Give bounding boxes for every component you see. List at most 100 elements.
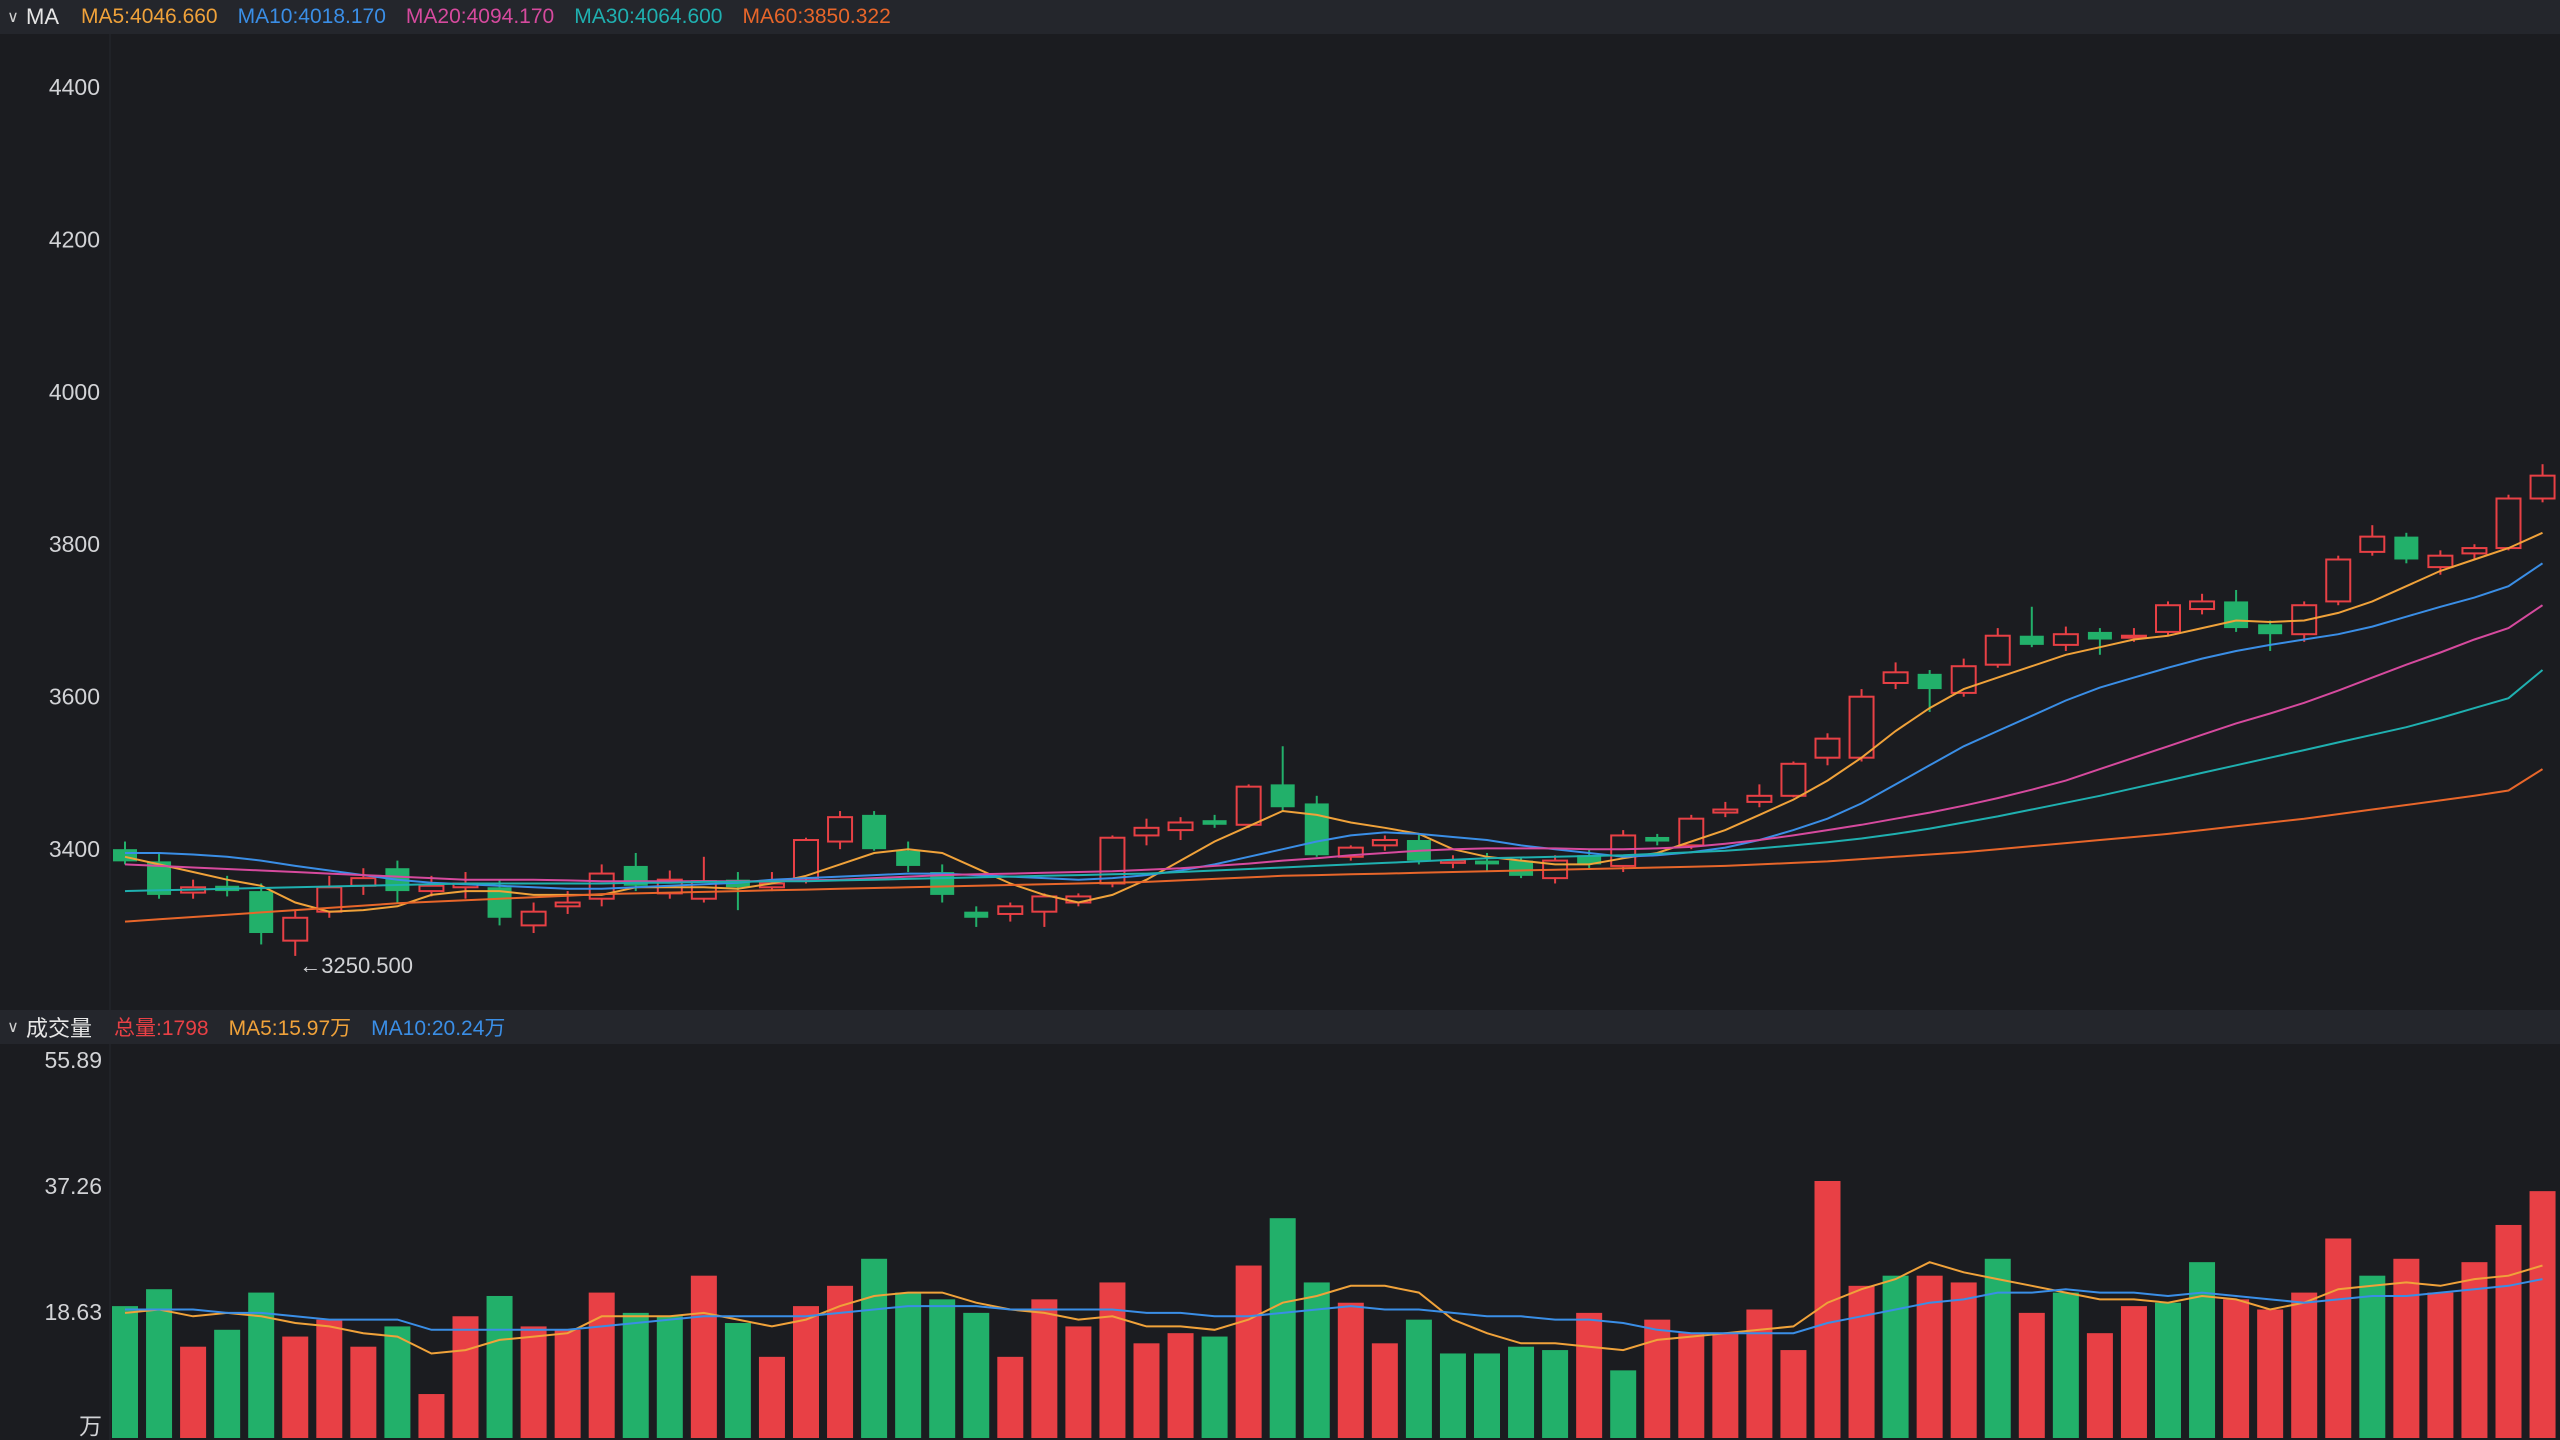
volume-y-tick: 55.89	[44, 1047, 102, 1073]
candle-body	[1780, 762, 1807, 797]
volume-bar	[690, 1275, 717, 1438]
volume-bar	[1644, 1319, 1671, 1438]
volume-bar	[1099, 1282, 1126, 1438]
candle-body	[1678, 817, 1705, 847]
legend-ma60: MA60:3850.322	[742, 5, 891, 28]
candle-body	[1746, 794, 1773, 803]
candle-body	[2427, 554, 2454, 569]
candle-body	[2052, 633, 2079, 646]
volume-bar	[1916, 1275, 1943, 1438]
candle	[1337, 845, 1364, 861]
volume-bar	[2291, 1292, 2318, 1438]
candle-body	[1882, 671, 1909, 684]
volume-panel-header: ∨ 成交量 总量:1798 MA5:15.97万 MA10:20.24万	[0, 1010, 2560, 1044]
candle-body	[1848, 695, 1875, 759]
candle	[1031, 893, 1058, 927]
legend-ma5: MA5:4046.660	[81, 5, 218, 28]
candle-body	[2019, 635, 2044, 645]
volume-bar	[2427, 1292, 2454, 1438]
candle	[1645, 833, 1670, 846]
volume-bar	[384, 1326, 411, 1438]
volume-bar	[622, 1312, 649, 1438]
volume-bar	[350, 1346, 377, 1438]
volume-chart[interactable]: 55.89 37.26 18.63 万	[0, 1044, 2560, 1440]
volume-bar	[2461, 1262, 2488, 1438]
ma-line-ma20	[124, 604, 2544, 883]
candle-body	[1475, 860, 1499, 865]
candle-body	[2461, 547, 2488, 555]
candle	[2019, 606, 2044, 648]
volume-bar	[1133, 1343, 1160, 1438]
ma-line-ma5	[124, 531, 2543, 913]
candle	[896, 841, 921, 873]
candle-body	[1712, 808, 1739, 814]
volume-panel-title: 成交量	[26, 1016, 93, 1041]
volume-bar	[2495, 1224, 2522, 1438]
volume-bar	[214, 1329, 241, 1438]
chevron-down-icon[interactable]: ∨	[7, 9, 19, 26]
volume-bar	[1065, 1326, 1092, 1438]
candle	[1678, 814, 1705, 850]
candle-body	[2155, 604, 2181, 633]
candle	[1099, 835, 1126, 888]
legend-vol-ma10: MA10:20.24万	[371, 1017, 506, 1040]
candle	[2461, 544, 2488, 560]
candle	[964, 906, 989, 927]
candle-body	[2529, 474, 2556, 500]
price-panel-title: MA	[26, 4, 59, 29]
legend-ma30: MA30:4064.600	[574, 5, 723, 28]
candle-body	[997, 905, 1024, 915]
volume-bar	[2120, 1306, 2147, 1438]
volume-bar	[1678, 1333, 1705, 1438]
price-chart[interactable]: 4400 4200 4000 3800 3600 3400 ←3250.500	[0, 34, 2560, 1010]
volume-bar	[1848, 1285, 1875, 1438]
candle	[1984, 628, 2011, 668]
candle	[997, 902, 1024, 922]
volume-bar	[2018, 1312, 2045, 1438]
candle	[1304, 795, 1329, 857]
volume-bar	[1235, 1265, 1262, 1438]
volume-bar	[963, 1312, 990, 1438]
volume-bar	[1576, 1312, 1603, 1438]
candle-body	[1984, 634, 2011, 666]
volume-ma-line-ma5	[124, 1261, 2543, 1355]
candle	[1917, 670, 1942, 712]
price-y-tick: 4200	[49, 226, 100, 252]
volume-bar	[282, 1336, 309, 1438]
candle	[418, 875, 445, 897]
candle	[1235, 784, 1262, 828]
candle-body	[1509, 860, 1534, 876]
candle-body	[2224, 601, 2249, 629]
candle-body	[1645, 836, 1670, 842]
volume-bar	[997, 1356, 1024, 1438]
volume-bar	[1167, 1333, 1194, 1438]
volume-bar	[146, 1289, 173, 1438]
candle	[1133, 818, 1160, 846]
volume-bar	[1371, 1343, 1398, 1438]
volume-bar	[895, 1292, 922, 1438]
candle	[1746, 784, 1773, 808]
legend-vol-ma5: MA5:15.97万	[228, 1017, 352, 1040]
volume-bar	[1201, 1336, 1228, 1438]
candle	[827, 811, 854, 850]
candle	[1780, 761, 1807, 798]
candle	[282, 910, 309, 956]
legend-total-volume: 总量:1798	[114, 1017, 209, 1040]
volume-bar	[2257, 1309, 2284, 1438]
volume-y-tick: 37.26	[44, 1173, 102, 1199]
chevron-down-icon[interactable]: ∨	[7, 1019, 19, 1036]
candle	[2224, 589, 2249, 632]
volume-bar	[929, 1299, 956, 1438]
candle-body	[2325, 558, 2352, 603]
volume-bar	[2529, 1191, 2556, 1438]
volume-bar	[1474, 1353, 1500, 1438]
candle	[1202, 814, 1227, 828]
candle	[2052, 626, 2079, 651]
price-panel-header: ∨ MA MA5:4046.660 MA10:4018.170 MA20:409…	[0, 0, 2560, 34]
candle-body	[1577, 855, 1602, 865]
price-y-tick: 4400	[49, 74, 100, 100]
candle-body	[1814, 737, 1841, 759]
legend-ma10: MA10:4018.170	[237, 5, 386, 28]
volume-bar	[316, 1319, 343, 1438]
volume-bar	[418, 1394, 445, 1438]
